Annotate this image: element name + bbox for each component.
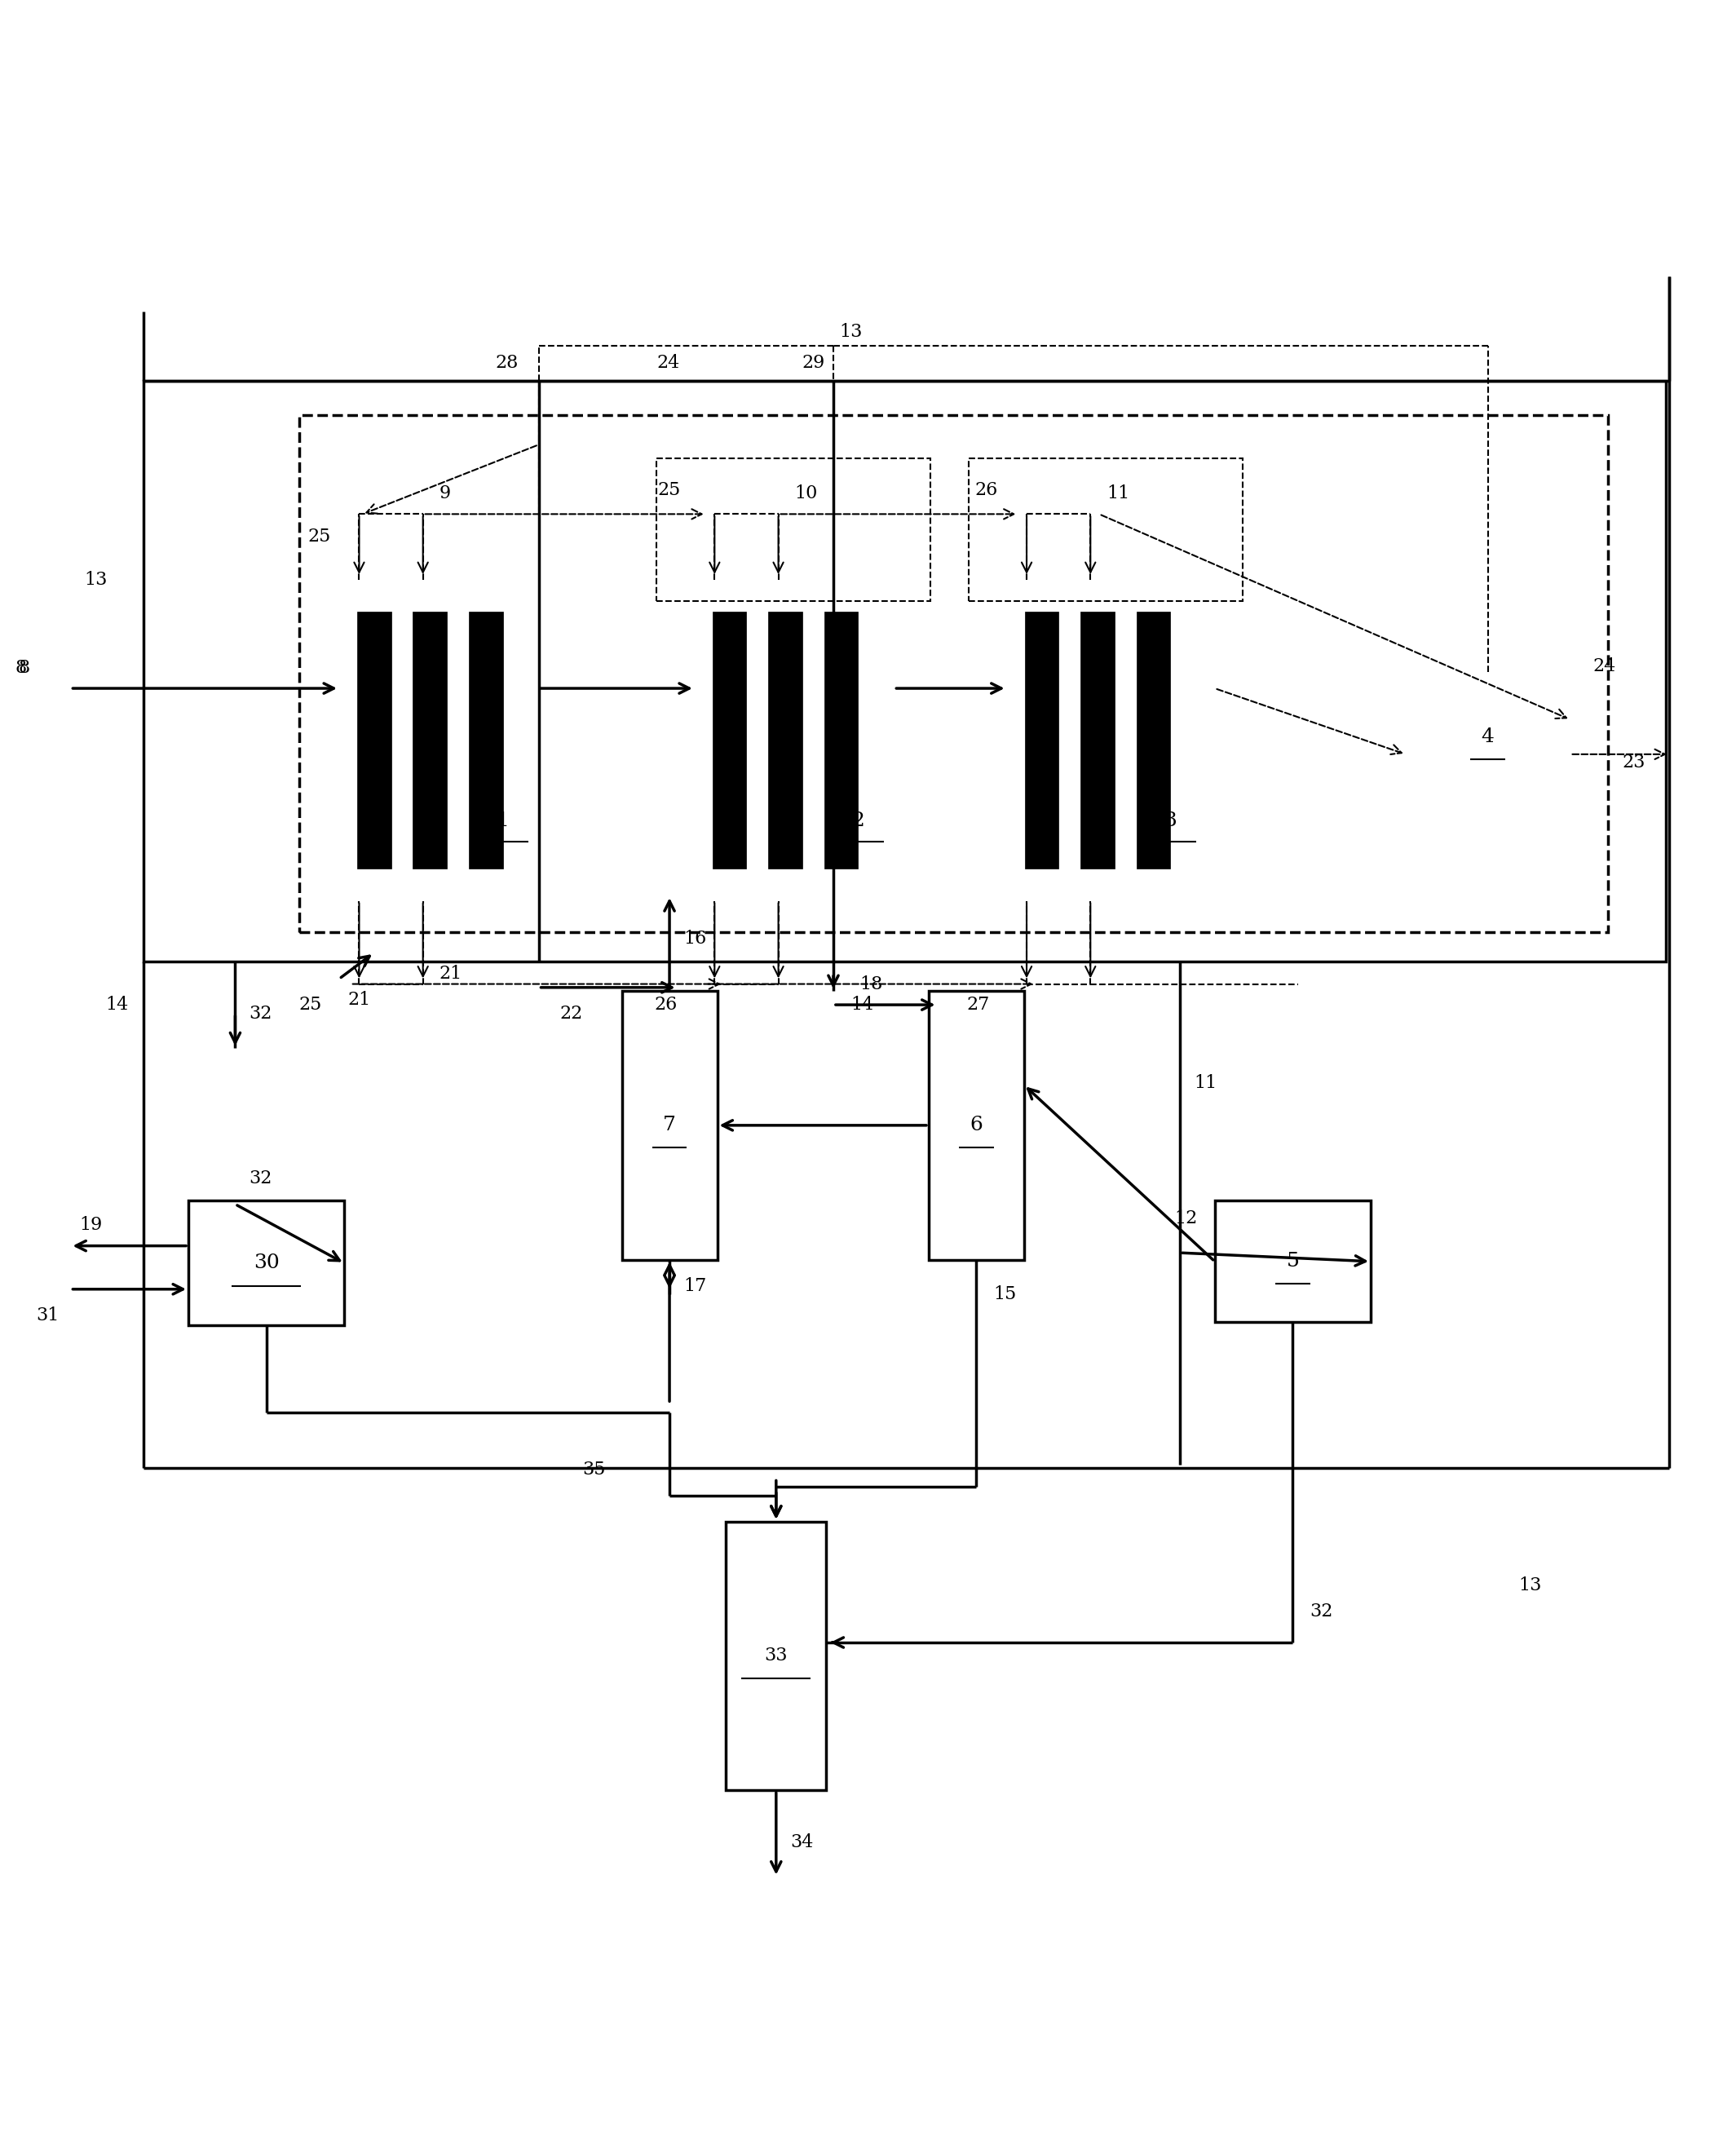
Text: 22: 22 <box>559 1004 583 1023</box>
Text: 15: 15 <box>993 1285 1017 1304</box>
Text: 2: 2 <box>852 812 865 829</box>
Bar <box>694 580 894 901</box>
Bar <box>469 612 503 869</box>
Bar <box>1406 671 1569 801</box>
Text: 24: 24 <box>1592 658 1616 676</box>
Text: 4: 4 <box>1481 727 1495 746</box>
Text: 6: 6 <box>970 1117 983 1134</box>
Text: 27: 27 <box>967 995 990 1014</box>
Text: 32: 32 <box>248 1170 273 1187</box>
Text: 26: 26 <box>654 995 677 1014</box>
Text: 25: 25 <box>307 528 330 546</box>
Text: 29: 29 <box>802 354 825 373</box>
Bar <box>712 612 746 869</box>
Text: 13: 13 <box>838 324 863 341</box>
Text: 24: 24 <box>656 354 679 373</box>
Text: 33: 33 <box>764 1647 788 1664</box>
Text: 11: 11 <box>1106 484 1130 503</box>
Text: 25: 25 <box>658 482 681 499</box>
Bar <box>769 612 802 869</box>
Text: 21: 21 <box>347 991 372 1008</box>
Text: 13: 13 <box>1519 1577 1542 1594</box>
Text: 5: 5 <box>1286 1253 1299 1270</box>
Text: 34: 34 <box>790 1833 812 1852</box>
Text: 1: 1 <box>496 812 509 829</box>
Text: 16: 16 <box>684 929 707 948</box>
Bar <box>299 416 1608 931</box>
Bar <box>144 381 1665 961</box>
Text: 14: 14 <box>106 995 128 1014</box>
Bar <box>726 1522 826 1790</box>
Bar <box>358 612 391 869</box>
Text: 30: 30 <box>253 1253 279 1272</box>
Bar <box>1080 612 1115 869</box>
Text: 28: 28 <box>495 354 519 373</box>
Text: 23: 23 <box>1621 754 1646 771</box>
Text: 17: 17 <box>684 1276 707 1296</box>
Text: 10: 10 <box>795 484 818 503</box>
Text: 35: 35 <box>583 1460 606 1479</box>
Text: 8: 8 <box>16 658 26 676</box>
Text: 7: 7 <box>663 1117 675 1134</box>
Text: 19: 19 <box>80 1217 102 1234</box>
Text: 13: 13 <box>85 571 108 588</box>
Text: 18: 18 <box>859 976 882 993</box>
Text: 32: 32 <box>248 1004 273 1023</box>
Bar <box>621 991 717 1259</box>
Bar <box>969 458 1243 601</box>
Bar <box>339 580 538 901</box>
Text: 3: 3 <box>1163 812 1177 829</box>
Text: 9: 9 <box>439 484 450 503</box>
Text: 14: 14 <box>851 995 873 1014</box>
Bar <box>189 1200 344 1325</box>
Bar <box>1215 1200 1371 1321</box>
Bar <box>825 612 858 869</box>
Text: 12: 12 <box>1174 1208 1198 1227</box>
Text: 11: 11 <box>1194 1074 1217 1091</box>
Bar <box>413 612 446 869</box>
Bar <box>1007 580 1207 901</box>
Text: 32: 32 <box>1311 1603 1333 1620</box>
Bar <box>1137 612 1170 869</box>
Text: 31: 31 <box>36 1306 59 1323</box>
Bar <box>929 991 1024 1259</box>
Bar <box>1024 612 1059 869</box>
Text: 25: 25 <box>299 995 321 1014</box>
Text: 26: 26 <box>976 482 998 499</box>
Text: 8: 8 <box>19 658 30 676</box>
Text: 21: 21 <box>439 965 462 982</box>
Bar <box>656 458 930 601</box>
